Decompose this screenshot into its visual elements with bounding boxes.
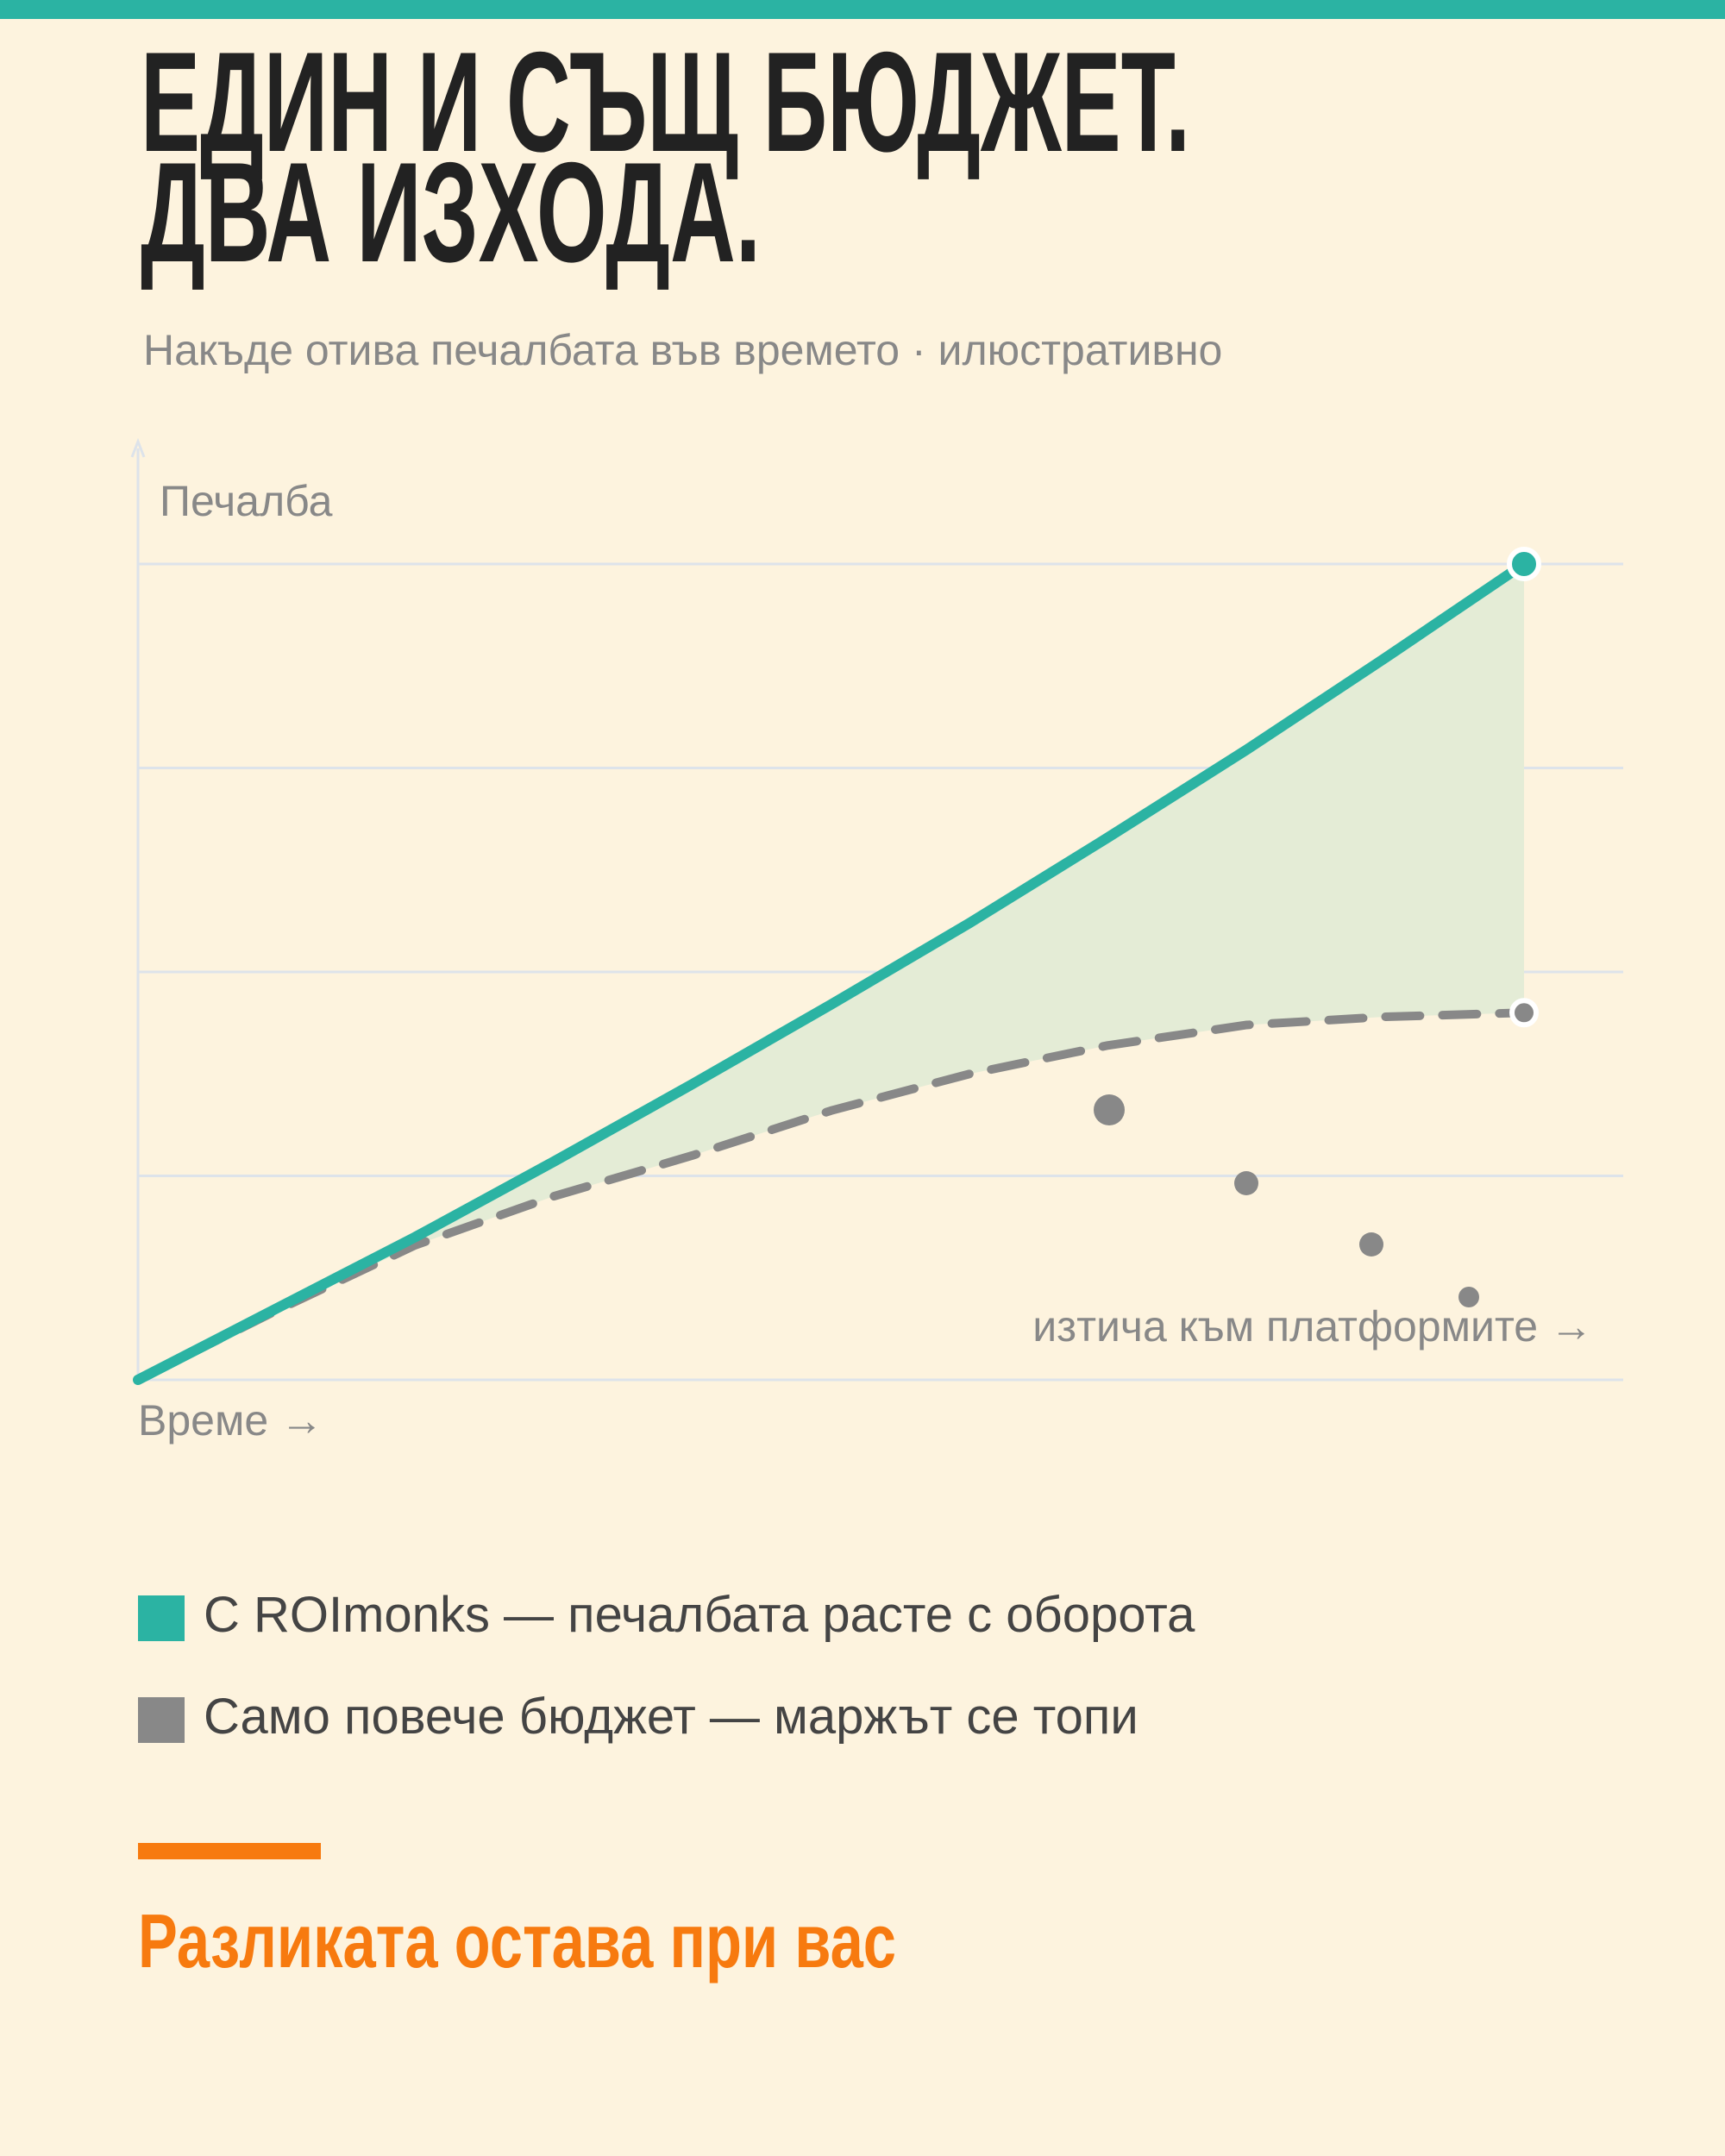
series-line: [133, 559, 1529, 1385]
leak-dot: [1458, 1287, 1479, 1307]
footer: Разликата остава при вас: [138, 1898, 896, 1984]
footer-rule: [138, 1843, 321, 1859]
title-line: ДВА ИЗХОДА.: [141, 133, 761, 291]
top-bar: [0, 0, 1725, 19]
leak-dot: [1359, 1232, 1383, 1257]
legend-label: С ROImonks — печалбата расте с оборота: [204, 1587, 1195, 1643]
legend: С ROImonks — печалбата расте с оборота Са…: [138, 1587, 1195, 1745]
y-axis-label: Печалба: [160, 477, 333, 525]
end-marker: [1507, 547, 1541, 581]
end-marker: [1509, 998, 1539, 1028]
legend-label: Само повече бюджет — маржът се топи: [204, 1689, 1138, 1745]
x-axis-label: Време →: [138, 1396, 323, 1445]
leak-dot: [1234, 1171, 1258, 1195]
annotation: изтича към платформите →: [1032, 1302, 1593, 1351]
title-line: ЕДИН И СЪЩ БЮДЖЕТ.: [141, 22, 1190, 181]
leak-dot: [1094, 1094, 1125, 1125]
plot: [130, 437, 1623, 1385]
legend-swatch: [138, 1595, 185, 1641]
subtitle: Накъде отива печалбата във времето · илю…: [143, 326, 1222, 374]
series-line: [134, 1008, 1528, 1384]
gap-area: [138, 564, 1524, 1380]
legend-swatch: [138, 1697, 185, 1743]
y-axis-arrow: [130, 437, 146, 458]
